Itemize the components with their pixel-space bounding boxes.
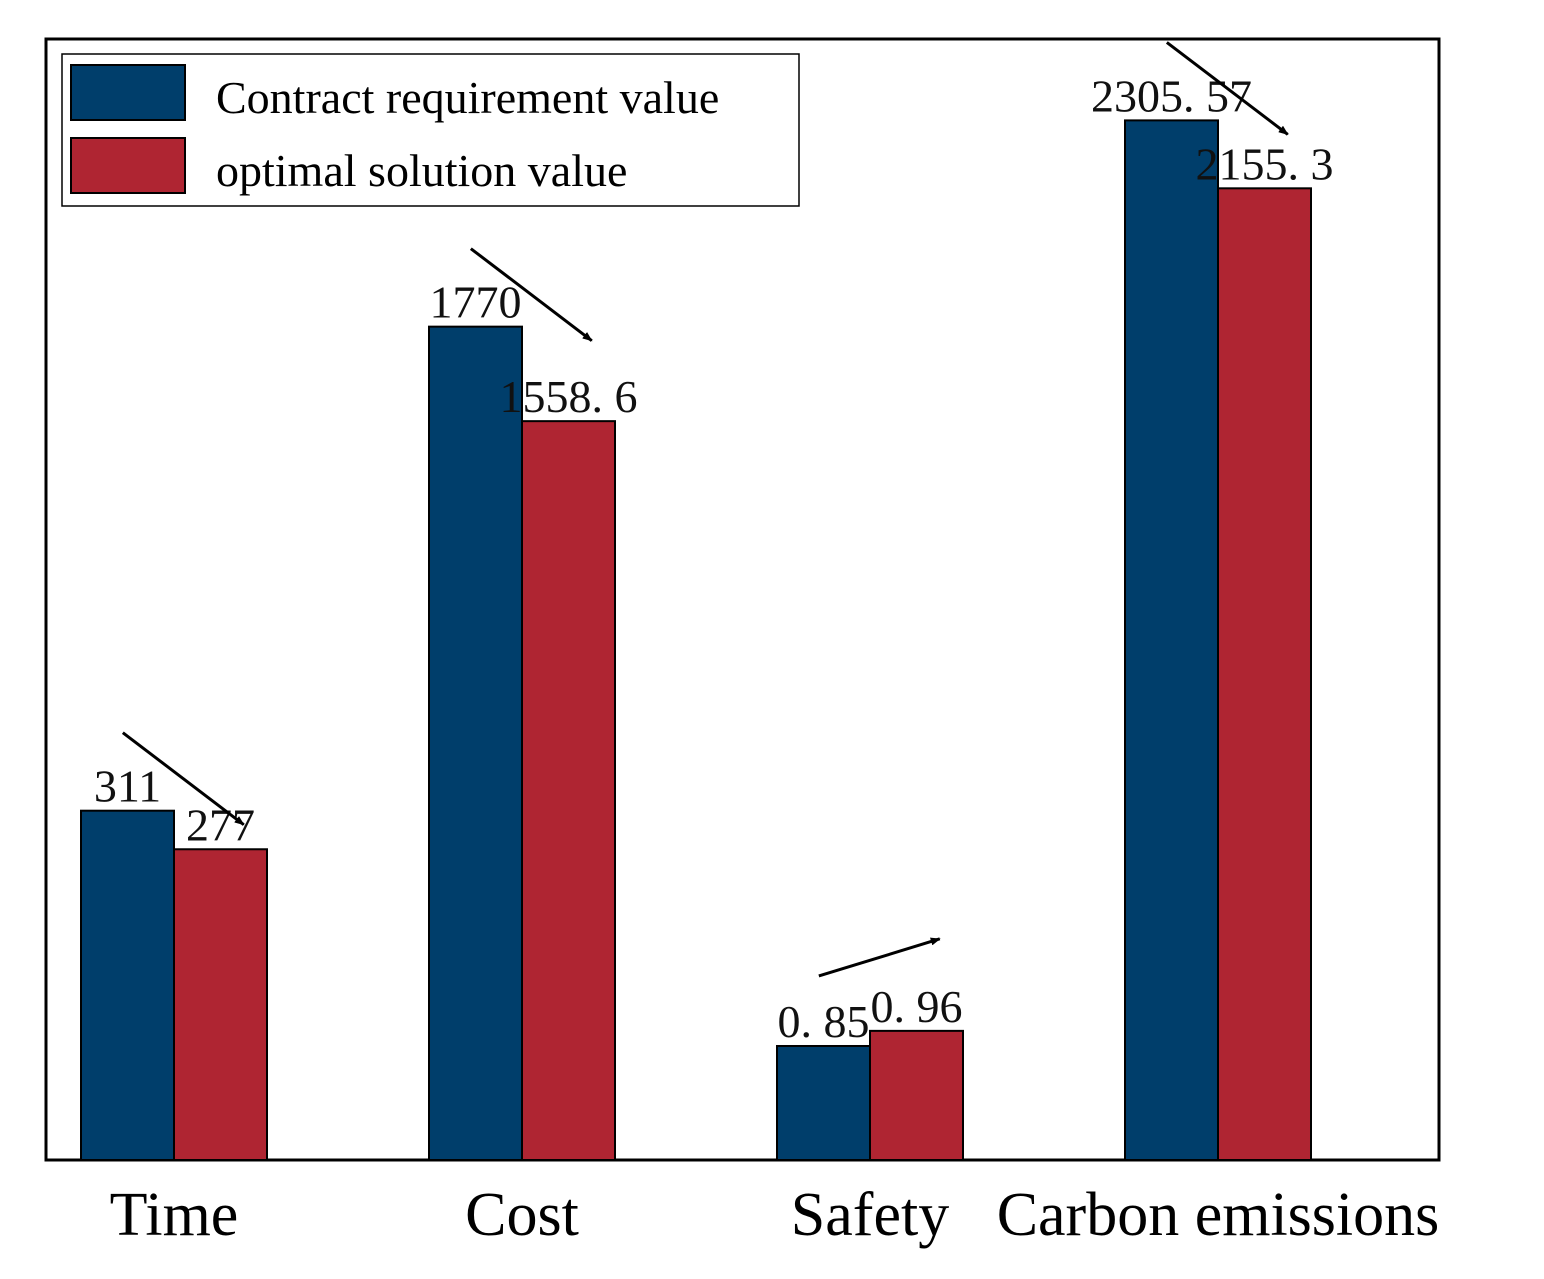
trend-arrow-carbon-emissions — [1165, 41, 1289, 136]
value-label-safety-optimal: 0. 96 — [871, 981, 963, 1032]
legend-label-contract: Contract requirement value — [216, 72, 719, 123]
value-label-time-contract: 311 — [94, 761, 161, 812]
legend-swatch-contract — [70, 64, 186, 121]
trend-arrow-safety — [818, 937, 941, 978]
category-label-carbon-emissions: Carbon emissions — [997, 1181, 1440, 1249]
value-label-cost-optimal: 1558. 6 — [500, 371, 638, 422]
bar-safety-contract — [776, 1044, 871, 1161]
category-label-safety: Safety — [791, 1181, 949, 1249]
legend: Contract requirement value optimal solut… — [61, 53, 800, 207]
category-label-time: Time — [110, 1181, 239, 1249]
value-label-carbon-emissions-optimal: 2155. 3 — [1196, 138, 1334, 189]
legend-swatch-optimal — [70, 137, 186, 194]
bar-time-contract — [80, 809, 175, 1161]
bar-carbon-emissions-contract — [1124, 119, 1219, 1161]
trend-arrow-time — [121, 731, 245, 826]
bar-cost-optimal — [521, 420, 616, 1161]
category-label-cost: Cost — [465, 1181, 579, 1249]
bar-safety-optimal — [869, 1029, 964, 1162]
bar-cost-contract — [428, 325, 523, 1161]
plot-area-frame — [44, 37, 1441, 1162]
value-label-carbon-emissions-contract: 2305. 57 — [1091, 70, 1252, 121]
value-label-safety-contract: 0. 85 — [778, 996, 870, 1047]
legend-label-optimal: optimal solution value — [216, 145, 627, 196]
bar-carbon-emissions-optimal — [1217, 187, 1312, 1161]
bar-time-optimal — [173, 848, 268, 1161]
trend-arrow-cost — [469, 247, 593, 342]
value-label-cost-contract: 1770 — [430, 277, 522, 328]
